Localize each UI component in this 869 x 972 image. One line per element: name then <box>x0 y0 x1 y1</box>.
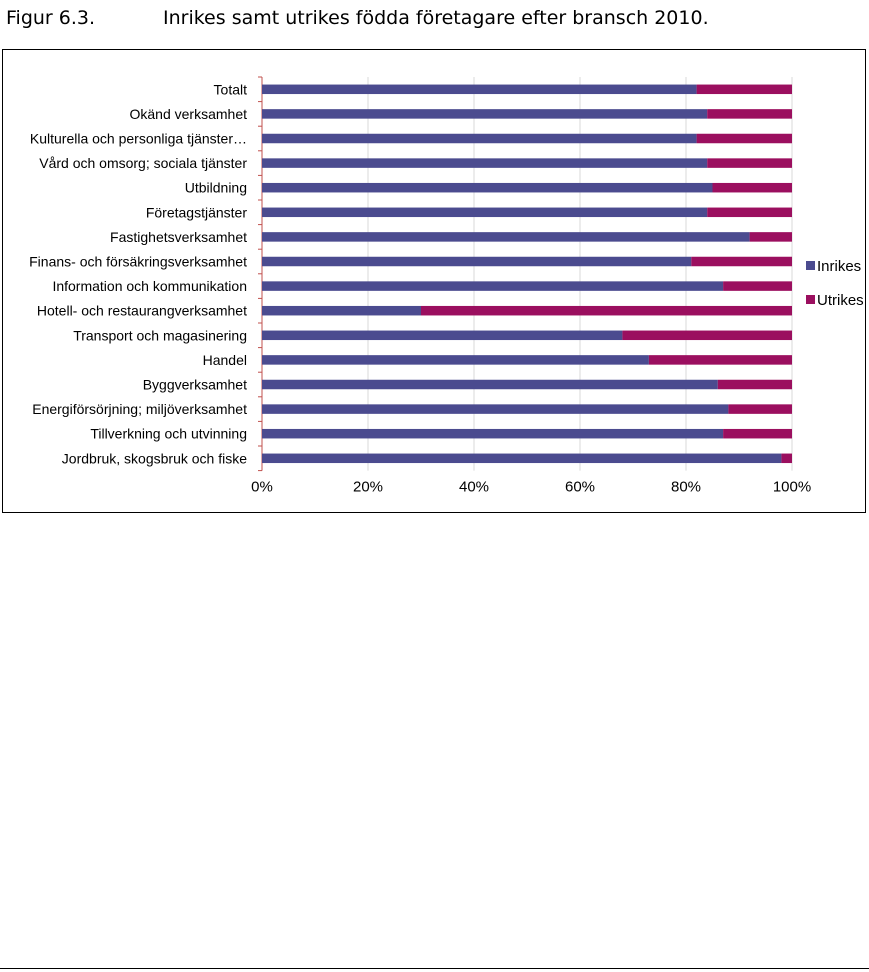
category-label: Transport och magasinering <box>73 327 247 343</box>
bar-utrikes <box>749 232 792 242</box>
bar-inrikes <box>262 453 782 464</box>
chart-frame: Totalt Okänd verksamhet Kulturella och per… <box>2 49 866 513</box>
category-label: Kulturella och personliga tjänster… <box>30 131 247 147</box>
category-labels: Totalt Okänd verksamhet Kulturella och per… <box>29 81 247 466</box>
category-label: Information och kommunikation <box>52 278 247 294</box>
footer-rule <box>0 968 869 969</box>
bar-inrikes <box>262 207 708 218</box>
bar-utrikes <box>717 379 792 390</box>
bar-inrikes <box>262 84 697 95</box>
bar-utrikes <box>707 207 792 218</box>
bar-inrikes <box>262 404 729 414</box>
bar-utrikes <box>691 256 792 267</box>
legend-label-utrikes: Utrikes <box>817 292 864 309</box>
bar-utrikes <box>707 158 792 168</box>
bar-inrikes <box>262 330 623 341</box>
legend-swatch-utrikes <box>806 295 815 304</box>
bar-inrikes <box>262 379 718 390</box>
bar-utrikes <box>781 453 792 464</box>
category-label: Okänd verksamhet <box>130 106 248 122</box>
category-label: Utbildning <box>185 180 247 196</box>
bar-inrikes <box>262 232 750 242</box>
bar-utrikes <box>723 428 792 439</box>
category-label: Byggverksamhet <box>143 377 247 393</box>
legend: Inrikes Utrikes <box>806 258 864 309</box>
category-label: Vård och omsorg; sociala tjänster <box>39 155 247 171</box>
bar-inrikes <box>262 281 724 291</box>
legend-swatch-inrikes <box>806 261 815 270</box>
x-tick-label: 80% <box>671 479 701 496</box>
bar-utrikes <box>696 84 792 95</box>
bar-inrikes <box>262 428 724 439</box>
x-axis-ticks: 0% 20% 40% 60% 80% 100% <box>251 479 811 496</box>
bar-utrikes <box>421 305 792 316</box>
bars <box>262 84 792 464</box>
category-axis <box>258 76 263 472</box>
figure-heading: Figur 6.3. Inrikes samt utrikes födda för… <box>6 2 709 34</box>
x-tick-label: 20% <box>353 479 383 496</box>
category-label: Totalt <box>214 81 248 97</box>
bar-inrikes <box>262 305 421 316</box>
category-label: Finans- och försäkringsverksamhet <box>29 254 247 270</box>
bar-inrikes <box>262 182 713 193</box>
bar-utrikes <box>648 355 792 365</box>
figure-label: Figur 6.3. <box>6 7 96 29</box>
x-tick-label: 100% <box>773 479 811 496</box>
x-tick-label: 0% <box>251 479 273 496</box>
bar-inrikes <box>262 256 692 267</box>
category-label: Jordbruk, skogsbruk och fiske <box>62 450 247 466</box>
bar-inrikes <box>262 133 697 144</box>
bar-utrikes <box>696 133 792 144</box>
stacked-bar-chart: Totalt Okänd verksamhet Kulturella och per… <box>29 76 864 496</box>
bar-inrikes <box>262 158 708 168</box>
bar-utrikes <box>707 109 792 119</box>
category-label: Hotell- och restaurangverksamhet <box>37 303 247 319</box>
bar-utrikes <box>712 182 792 193</box>
bar-utrikes <box>728 404 792 414</box>
legend-label-inrikes: Inrikes <box>817 258 861 275</box>
bar-utrikes <box>622 330 792 341</box>
x-tick-label: 40% <box>459 479 489 496</box>
bar-inrikes <box>262 109 708 119</box>
category-label: Tillverkning och utvinning <box>90 426 247 442</box>
bar-utrikes <box>723 281 792 291</box>
x-tick-label: 60% <box>565 479 595 496</box>
bar-inrikes <box>262 355 649 365</box>
category-label: Energiförsörjning; miljöverksamhet <box>32 401 247 417</box>
category-label: Handel <box>203 352 247 368</box>
figure-title: Inrikes samt utrikes födda företagare ef… <box>163 7 709 29</box>
category-label: Fastighetsverksamhet <box>110 229 247 245</box>
category-label: Företagstjänster <box>146 204 247 220</box>
